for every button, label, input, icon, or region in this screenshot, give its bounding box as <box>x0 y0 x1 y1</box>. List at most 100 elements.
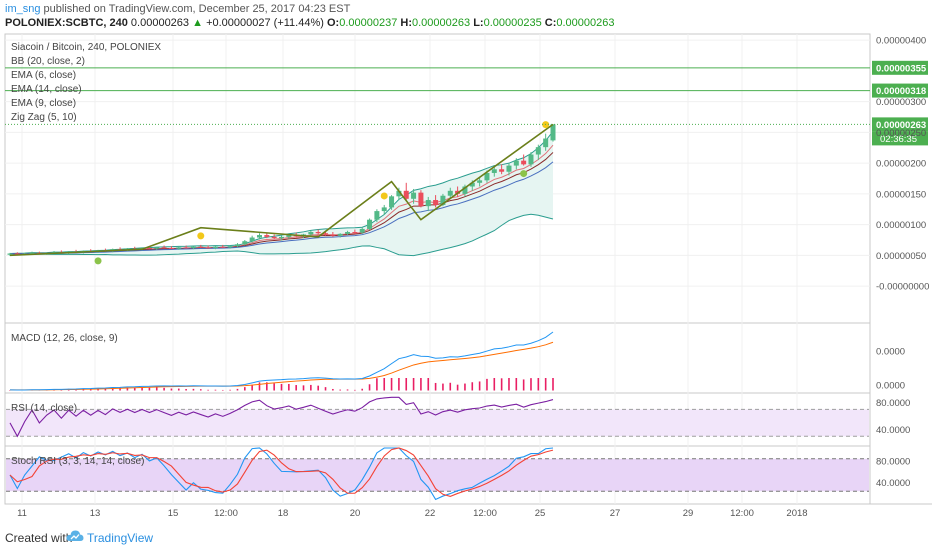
candle-body <box>330 234 336 236</box>
rsi-tick: 80.0000 <box>876 398 910 409</box>
tradingview-cloud-icon <box>66 530 84 541</box>
candle-body <box>403 190 409 199</box>
candle-body <box>433 200 439 205</box>
macd-hist-bar <box>346 389 349 391</box>
time-tick: 18 <box>278 508 289 519</box>
legend-ema6[interactable]: EMA (6, close) <box>11 70 76 81</box>
legend-ema14[interactable]: EMA (14, close) <box>11 84 82 95</box>
time-tick: 15 <box>168 508 179 519</box>
header-bar: im_sng published on TradingView.com, Dec… <box>0 0 932 32</box>
macd-hist-bar <box>221 389 224 391</box>
candle-body <box>14 253 20 255</box>
macd-hist-bar <box>155 387 158 391</box>
candle-body <box>29 252 35 254</box>
stoch-k-line <box>9 447 554 501</box>
candle-body <box>308 231 314 235</box>
candle-body <box>190 246 196 248</box>
legend-bb[interactable]: BB (20, close, 2) <box>11 56 85 67</box>
last-price: 0.00000263 <box>130 17 190 29</box>
symbol-info: POLONIEX:SCBTC, 240 0.00000263 ▲ +0.0000… <box>5 17 615 29</box>
time-tick: 13 <box>90 508 101 519</box>
author-link[interactable]: im_sng <box>5 3 41 15</box>
candle-body <box>462 186 468 194</box>
candle-body <box>256 235 262 238</box>
candle-body <box>535 147 541 155</box>
time-tick: 11 <box>17 508 27 519</box>
low-value: 0.00000235 <box>483 17 542 29</box>
macd-hist-bar <box>500 378 503 391</box>
macd-hist-bar <box>398 378 400 391</box>
candle-body <box>389 196 395 208</box>
time-tick: 20 <box>350 508 361 519</box>
stoch-tick: 40.0000 <box>876 478 910 489</box>
candle-body <box>469 182 475 187</box>
marker-above <box>380 192 388 200</box>
macd-hist-bar <box>478 381 481 391</box>
candle-body <box>161 247 167 249</box>
marker-below <box>94 257 102 265</box>
macd-hist-bar <box>339 389 342 391</box>
macd-hist-bar <box>199 389 202 391</box>
change-arrow-icon: ▲ <box>192 17 203 29</box>
chart-canvas[interactable]: 0.00000355 0.00000318 0.00000263 02:36:35 0… <box>0 0 932 524</box>
macd-hist-bar <box>412 378 415 391</box>
tradingview-brand-link[interactable]: TradingView <box>87 531 154 545</box>
candle-body <box>381 207 387 212</box>
candle-body <box>359 228 365 233</box>
ema14-line <box>9 161 554 255</box>
macd-series: 0.0000 0.0000 <box>9 331 905 392</box>
macd-hist-bar <box>522 379 525 391</box>
price-legend: Siacoin / Bitcoin, 240, POLONIEX BB (20,… <box>11 42 161 123</box>
macd-hist-bar <box>390 378 393 391</box>
rsi-series: 80.0000 40.0000 <box>6 396 910 438</box>
legend-zigzag[interactable]: Zig Zag (5, 10) <box>11 112 77 123</box>
price-tick: 0.00000250 <box>876 128 926 139</box>
candle-body <box>279 236 284 239</box>
candle-body <box>352 231 358 233</box>
rsi-line <box>9 396 554 438</box>
zigzag-line <box>9 123 554 257</box>
candle-body <box>521 160 527 165</box>
rsi-label[interactable]: RSI (14, close) <box>11 403 77 414</box>
candle-body <box>528 154 534 165</box>
macd-hist-bar <box>192 388 195 391</box>
horizontal-lines: 0.00000355 0.00000318 0.00000263 02:36:35 <box>5 60 928 146</box>
publish-info: im_sng published on TradingView.com, Dec… <box>5 3 350 15</box>
price-tick: 0.00000300 <box>876 97 926 108</box>
macd-hist-bar <box>126 387 129 391</box>
footer-bar: Created with TradingView <box>0 524 932 550</box>
macd-hist-bar <box>317 385 319 391</box>
macd-hist-bar <box>111 387 114 391</box>
candle-body <box>249 237 255 242</box>
low-label: L: <box>473 17 484 29</box>
high-value: 0.00000263 <box>412 17 471 29</box>
price-label-box <box>872 117 928 132</box>
legend-ema9[interactable]: EMA (9, close) <box>11 98 76 109</box>
price-label-box <box>872 83 928 98</box>
publish-text: published on TradingView.com, December 2… <box>40 3 351 15</box>
marker-above <box>197 232 205 240</box>
macd-hist-bar <box>361 388 364 391</box>
candle-body <box>286 235 292 237</box>
candle-body <box>477 180 483 183</box>
macd-hist-bar <box>288 383 290 391</box>
macd-hist-bar <box>236 388 239 391</box>
price-pane[interactable] <box>4 33 871 324</box>
stoch-label[interactable]: Stoch RSI (3, 3, 14, 14, close) <box>11 456 144 467</box>
stoch-tick: 80.0000 <box>876 456 910 467</box>
macd-label[interactable]: MACD (12, 26, close, 9) <box>11 333 118 344</box>
time-tick: 27 <box>610 508 621 519</box>
rsi-band <box>6 409 869 437</box>
price-label-text: 0.00000263 <box>876 120 926 131</box>
macd-hist-bar <box>273 383 275 391</box>
macd-hist-bar <box>207 389 209 391</box>
price-tick: -0.00000000 <box>876 282 929 293</box>
candle-body <box>499 169 505 172</box>
candle-body <box>411 192 417 199</box>
candle-body <box>242 241 248 245</box>
macd-hist-bar <box>354 389 356 391</box>
candle-body <box>227 246 233 248</box>
high-label: H: <box>400 17 412 29</box>
markers <box>94 121 550 265</box>
macd-hist-bar <box>537 378 540 391</box>
